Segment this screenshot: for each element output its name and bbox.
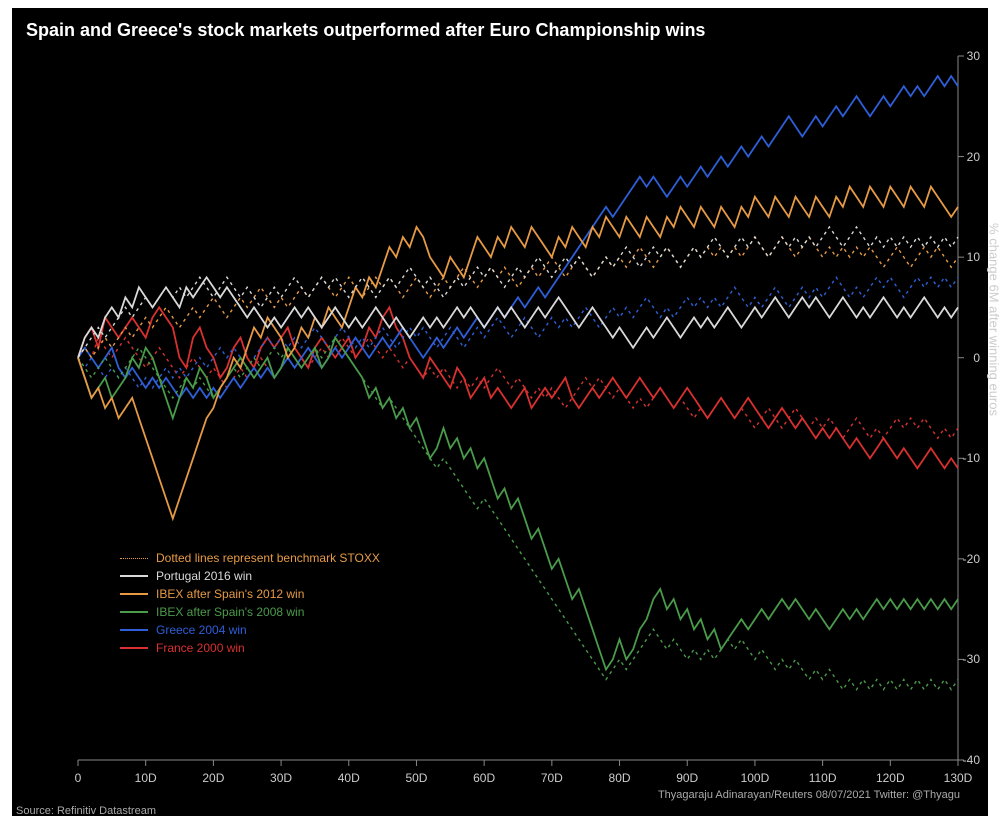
legend-swatch [120,558,148,559]
x-tick-label: 70D [541,771,563,785]
x-tick-label: 60D [473,771,495,785]
source-caption: Source: Refinitiv Datastream [16,805,156,817]
legend-swatch [120,593,148,595]
legend-item: Portugal 2016 win [120,568,380,584]
x-tick-label: 50D [405,771,427,785]
series-line [78,277,958,357]
y-tick-label: 30 [967,49,980,63]
legend-item: Dotted lines represent benchmark STOXX [120,550,380,566]
legend-swatch [120,611,148,613]
x-tick-label: 110D [809,771,837,785]
legend-label: Portugal 2016 win [156,569,252,583]
legend-item: IBEX after Spain's 2008 win [120,604,380,620]
x-tick-label: 120D [876,771,905,785]
x-tick-label: 100D [741,771,770,785]
legend-label: Greece 2004 win [156,623,247,637]
x-tick-label: 130D [944,771,973,785]
legend-swatch [120,575,148,577]
legend-item: France 2000 win [120,640,380,656]
plot-area [0,0,1000,831]
series-line [78,227,958,358]
legend-item: Greece 2004 win [120,622,380,638]
x-tick-label: 40D [338,771,360,785]
y-axis-label: % change 6M after winning euros [987,223,1000,416]
series-line [78,277,958,388]
legend-item: IBEX after Spain's 2012 win [120,586,380,602]
x-tick-label: 20D [202,771,224,785]
chart-frame: Spain and Greece's stock markets outperf… [0,0,1000,831]
legend-label: IBEX after Spain's 2012 win [156,587,304,601]
y-tick-label: -30 [963,652,980,666]
x-tick-label: 0 [75,771,82,785]
credit-caption: Thyagaraju Adinarayan/Reuters 08/07/2021… [658,789,960,801]
y-tick-label: -40 [963,753,980,767]
legend-swatch [120,647,148,649]
x-tick-label: 80D [609,771,631,785]
y-tick-label: 10 [967,250,980,264]
x-tick-label: 90D [676,771,698,785]
y-tick-label: -10 [963,451,980,465]
y-tick-label: 0 [973,351,980,365]
y-tick-label: -20 [963,552,980,566]
y-tick-label: 20 [967,150,980,164]
legend: Dotted lines represent benchmark STOXX Po… [120,548,380,658]
legend-label: France 2000 win [156,641,245,655]
x-tick-label: 30D [270,771,292,785]
legend-swatch [120,629,148,631]
legend-label: Dotted lines represent benchmark STOXX [156,551,380,565]
x-tick-label: 10D [135,771,157,785]
legend-label: IBEX after Spain's 2008 win [156,605,304,619]
